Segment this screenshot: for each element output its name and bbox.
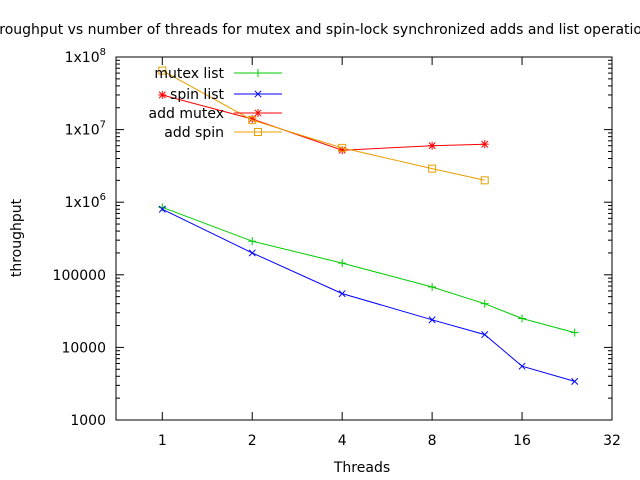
data-point	[480, 176, 489, 185]
y-tick-label: 1x108	[65, 47, 106, 66]
y-axis-label: throughput	[9, 198, 25, 277]
x-tick-label: 8	[428, 433, 437, 449]
legend-label: spin list	[170, 87, 224, 103]
data-point	[481, 331, 489, 339]
data-point	[158, 203, 167, 212]
data-point	[480, 140, 489, 149]
data-point	[480, 299, 489, 308]
x-axis: 1 2 4 8 16 32	[158, 57, 621, 449]
data-point	[570, 328, 579, 337]
data-point	[518, 362, 526, 370]
data-point	[338, 259, 347, 268]
data-point	[254, 90, 262, 98]
series-layer	[158, 66, 579, 385]
series-line	[162, 206, 575, 334]
data-point	[158, 66, 167, 75]
data-point	[518, 314, 527, 323]
y-axis: 1000 10000 100000 1x106 1x107 1x108	[53, 47, 612, 429]
series-add-spin	[158, 66, 489, 185]
data-point	[428, 316, 436, 324]
data-point	[248, 116, 257, 125]
x-tick-label: 1	[158, 433, 167, 449]
data-point	[248, 249, 256, 257]
data-point	[254, 128, 262, 136]
legend-label: add mutex	[149, 106, 224, 122]
data-point	[254, 109, 262, 117]
data-point	[338, 290, 346, 298]
data-point	[338, 143, 347, 152]
x-tick-label: 32	[603, 433, 621, 449]
series-add-mutex	[158, 90, 489, 155]
y-tick-label: 1x106	[65, 192, 106, 211]
legend: mutex list spin list add mutex add spin	[149, 66, 282, 141]
data-point	[248, 237, 257, 246]
series-line	[162, 70, 485, 181]
y-tick-label: 1000	[70, 413, 106, 429]
legend-label: mutex list	[154, 66, 224, 82]
data-point	[158, 205, 166, 213]
x-axis-label: Threads	[333, 460, 390, 476]
chart-title: Throughput vs number of threads for mute…	[0, 22, 640, 38]
y-tick-label: 100000	[53, 268, 106, 284]
x-tick-label: 16	[513, 433, 531, 449]
data-point	[571, 377, 579, 385]
legend-label: add spin	[164, 125, 224, 141]
data-point	[428, 141, 437, 150]
y-tick-label: 1x107	[65, 120, 106, 139]
y-tick-label: 10000	[61, 340, 106, 356]
data-point	[428, 164, 437, 173]
x-tick-label: 2	[248, 433, 257, 449]
x-tick-label: 4	[338, 433, 347, 449]
data-point	[158, 90, 167, 99]
plot-frame	[115, 56, 613, 421]
series-mutex-list	[158, 203, 579, 337]
data-point	[254, 69, 262, 77]
data-point	[428, 282, 437, 291]
series-line	[162, 208, 575, 382]
series-spin-list	[158, 205, 579, 385]
